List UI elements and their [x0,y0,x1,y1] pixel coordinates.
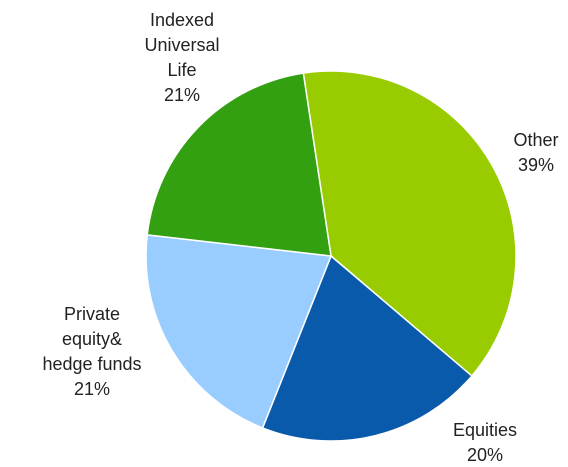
value-label: 20% [466,445,504,465]
pie-slice [146,72,332,257]
category-label: Other [513,130,559,150]
value-label: 39% [517,155,555,175]
slice-label: Other 39% [513,128,558,178]
category-label: Indexed Universal Life [144,10,220,80]
category-label: Equities [452,420,518,440]
category-label: Private equity& hedge funds [42,304,142,374]
pie-slice [302,70,517,377]
value-label: 21% [73,379,111,399]
slice-label: Private equity& hedge funds 21% [42,302,141,402]
pie-slice [261,254,473,442]
slice-label: Indexed Universal Life 21% [144,8,219,108]
value-label: 21% [163,85,201,105]
slice-label: Equities 20% [453,418,517,467]
pie-slice [145,234,333,429]
